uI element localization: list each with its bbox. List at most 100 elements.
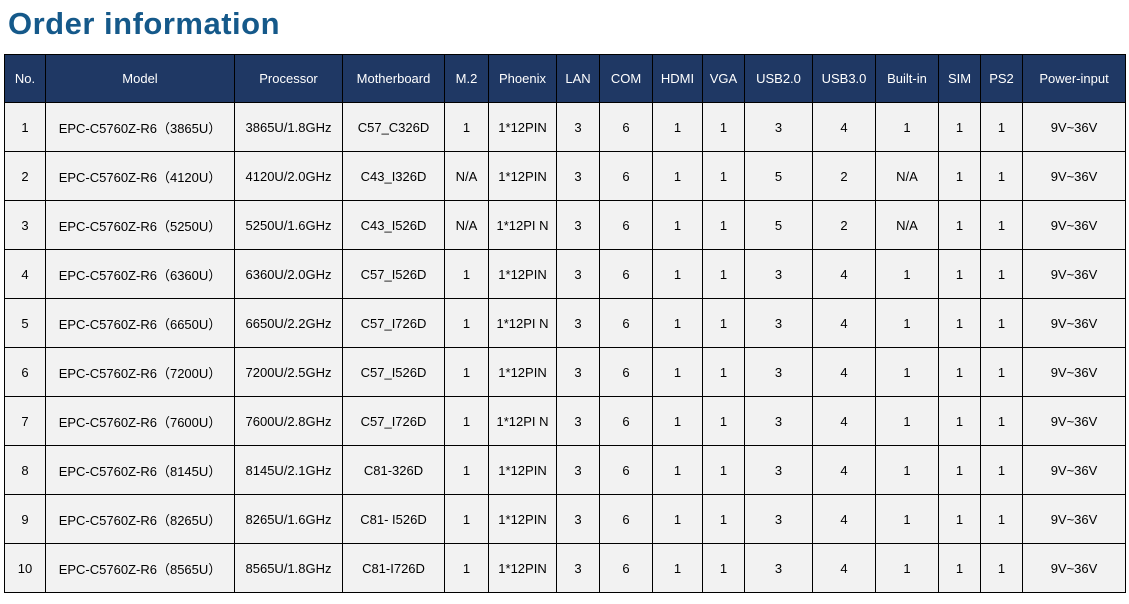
table-cell: 9V~36V <box>1022 494 1126 544</box>
table-cell: 1 <box>652 102 703 152</box>
table-cell: EPC-C5760Z-R6（7600U） <box>45 396 235 446</box>
table-cell: EPC-C5760Z-R6（7200U） <box>45 347 235 397</box>
table-cell: 1 <box>444 102 489 152</box>
table-cell: 1*12PIN <box>488 249 557 299</box>
table-cell: C57_I526D <box>342 249 445 299</box>
table-cell: 8145U/2.1GHz <box>234 445 343 495</box>
table-cell: 1 <box>875 396 939 446</box>
table-cell: 1*12PIN <box>488 102 557 152</box>
table-cell: 1*12PIN <box>488 494 557 544</box>
table-cell: 6 <box>599 151 653 201</box>
header-cell: USB3.0 <box>812 54 876 103</box>
table-cell: 1 <box>652 347 703 397</box>
table-cell: 1 <box>652 249 703 299</box>
table-cell: 4 <box>812 445 876 495</box>
table-cell: EPC-C5760Z-R6（8145U） <box>45 445 235 495</box>
header-cell: LAN <box>556 54 600 103</box>
table-cell: C57_I726D <box>342 396 445 446</box>
table-cell: 4 <box>812 249 876 299</box>
table-cell: 9V~36V <box>1022 151 1126 201</box>
table-cell: 7600U/2.8GHz <box>234 396 343 446</box>
table-cell: 6650U/2.2GHz <box>234 298 343 348</box>
table-cell: 7200U/2.5GHz <box>234 347 343 397</box>
table-cell: 6360U/2.0GHz <box>234 249 343 299</box>
table-cell: 1 <box>444 298 489 348</box>
table-cell: 6 <box>599 347 653 397</box>
table-cell: 1 <box>702 102 745 152</box>
table-cell: 6 <box>4 347 46 397</box>
table-cell: 3 <box>556 445 600 495</box>
table-cell: 6 <box>599 445 653 495</box>
table-cell: 1 <box>980 102 1023 152</box>
table-cell: 1 <box>702 396 745 446</box>
table-cell: EPC-C5760Z-R6（6650U） <box>45 298 235 348</box>
table-cell: 1 <box>875 543 939 593</box>
table-cell: C57_I726D <box>342 298 445 348</box>
table-cell: 3 <box>744 102 813 152</box>
table-cell: 4 <box>812 494 876 544</box>
table-cell: C81- I526D <box>342 494 445 544</box>
table-cell: EPC-C5760Z-R6（6360U） <box>45 249 235 299</box>
table-row: 10 EPC-C5760Z-R6（8565U） 8565U/1.8GHz C81-I7… <box>4 543 1126 593</box>
table-cell: 8 <box>4 445 46 495</box>
table-cell: 1 <box>444 543 489 593</box>
table-cell: 2 <box>4 151 46 201</box>
table-cell: 1 <box>875 102 939 152</box>
table-cell: 1*12PI N <box>488 200 557 250</box>
table-cell: 1 <box>875 445 939 495</box>
table-cell: 9V~36V <box>1022 249 1126 299</box>
table-cell: 1 <box>702 347 745 397</box>
header-cell: Built-in <box>875 54 939 103</box>
header-cell: COM <box>599 54 653 103</box>
table-cell: 1 <box>652 543 703 593</box>
table-cell: 1 <box>702 200 745 250</box>
table-cell: 1 <box>444 347 489 397</box>
table-cell: 4 <box>812 543 876 593</box>
table-cell: 3 <box>744 298 813 348</box>
table-cell: 1*12PIN <box>488 445 557 495</box>
table-cell: 4 <box>812 347 876 397</box>
table-cell: 3 <box>744 396 813 446</box>
table-cell: 1 <box>938 249 981 299</box>
table-cell: 1 <box>980 494 1023 544</box>
table-row: 1 EPC-C5760Z-R6（3865U） 3865U/1.8GHz C57_C32… <box>4 102 1126 152</box>
table-cell: C57_I526D <box>342 347 445 397</box>
table-cell: 1*12PIN <box>488 347 557 397</box>
table-cell: 1 <box>980 543 1023 593</box>
table-cell: 1 <box>702 151 745 201</box>
table-cell: N/A <box>444 200 489 250</box>
table-cell: 4 <box>812 298 876 348</box>
table-cell: 1 <box>938 298 981 348</box>
table-cell: 1 <box>938 200 981 250</box>
table-cell: EPC-C5760Z-R6（8565U） <box>45 543 235 593</box>
table-row: 2 EPC-C5760Z-R6（4120U） 4120U/2.0GHz C43_I32… <box>4 151 1126 201</box>
table-cell: 1 <box>938 543 981 593</box>
table-cell: C57_C326D <box>342 102 445 152</box>
table-cell: 9V~36V <box>1022 543 1126 593</box>
table-cell: 3 <box>556 200 600 250</box>
table-cell: 1 <box>980 445 1023 495</box>
table-cell: 3865U/1.8GHz <box>234 102 343 152</box>
table-cell: 9V~36V <box>1022 298 1126 348</box>
table-cell: 3 <box>556 151 600 201</box>
table-cell: 1 <box>444 249 489 299</box>
table-cell: C43_I326D <box>342 151 445 201</box>
table-cell: 1 <box>938 151 981 201</box>
table-cell: 4 <box>812 396 876 446</box>
table-cell: 5 <box>4 298 46 348</box>
header-cell: HDMI <box>652 54 703 103</box>
table-cell: 7 <box>4 396 46 446</box>
table-cell: 3 <box>556 347 600 397</box>
table-cell: C81-I726D <box>342 543 445 593</box>
table-cell: 9V~36V <box>1022 396 1126 446</box>
order-information-table: No. Model Processor Motherboard M.2 Phoenix LA… <box>4 54 1126 593</box>
table-cell: N/A <box>444 151 489 201</box>
table-cell: EPC-C5760Z-R6（4120U） <box>45 151 235 201</box>
header-cell: Motherboard <box>342 54 445 103</box>
header-row: No. Model Processor Motherboard M.2 Phoenix LA… <box>4 54 1126 103</box>
table-cell: 1 <box>875 347 939 397</box>
table-cell: 4 <box>4 249 46 299</box>
table-cell: 1 <box>938 494 981 544</box>
table-cell: N/A <box>875 200 939 250</box>
table-cell: 1 <box>980 200 1023 250</box>
